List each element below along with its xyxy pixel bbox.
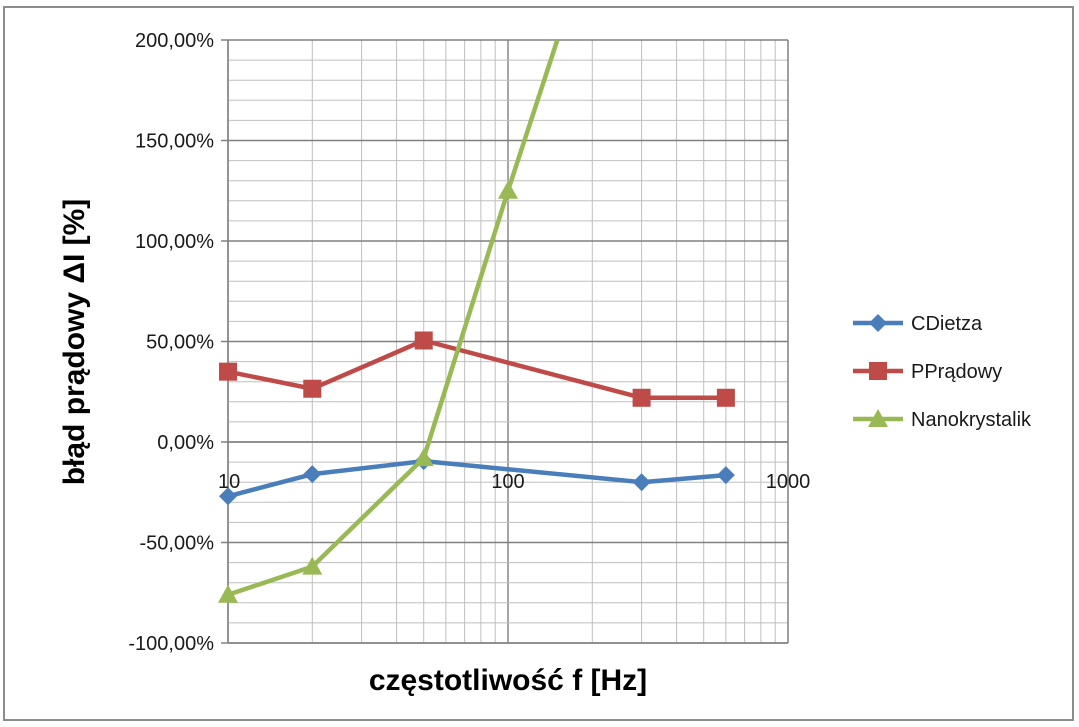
- data-point: [716, 388, 735, 407]
- legend-item: PPrądowy: [853, 361, 1002, 383]
- legend-item: CDietza: [853, 313, 983, 335]
- legend-item: Nanokrystalik: [853, 409, 1032, 431]
- x-tick-label: 10: [218, 471, 240, 493]
- axes: [221, 39, 789, 644]
- data-point: [632, 473, 651, 492]
- data-point: [303, 465, 322, 484]
- y-tick-label: 100,00%: [135, 231, 214, 253]
- x-tick-label: 1000: [766, 471, 811, 493]
- data-point: [498, 180, 518, 199]
- y-tick-label: 0,00%: [157, 432, 214, 454]
- data-point: [302, 556, 323, 575]
- data-point: [632, 388, 651, 407]
- x-axis-title: częstotliwość f [Hz]: [369, 664, 647, 697]
- data-point: [413, 448, 434, 467]
- data-point: [414, 331, 433, 350]
- x-tick-labels: 10 100 1000: [218, 471, 810, 493]
- y-tick-label: 50,00%: [146, 332, 214, 354]
- series-ppra-dowy: [219, 331, 735, 407]
- data-point: [218, 584, 238, 603]
- y-tick-label: -50,00%: [140, 533, 215, 555]
- series-nanokrystalik: [218, 40, 560, 603]
- series-cdietza: [219, 452, 735, 506]
- y-tick-labels: -100,00% -50,00% 0,00% 50,00% 100,00% 150,00%…: [128, 30, 214, 655]
- data-point: [303, 379, 322, 398]
- legend-marker: [868, 409, 888, 427]
- legend-marker: [869, 314, 887, 332]
- y-tick-label: -100,00%: [128, 633, 214, 655]
- x-tick-label: 100: [491, 471, 524, 493]
- series-line: [227, 458, 727, 499]
- y-tick-label: 200,00%: [135, 30, 214, 52]
- series-line: [227, 338, 726, 401]
- legend-label: CDietza: [911, 313, 983, 335]
- grid: [227, 39, 788, 644]
- y-axis-title: błąd prądowy ΔI [%]: [58, 199, 91, 486]
- legend-label: Nanokrystalik: [911, 409, 1032, 431]
- data-point: [219, 487, 237, 506]
- series-layer: [218, 40, 735, 603]
- legend-marker: [869, 362, 887, 380]
- legend-label: PPrądowy: [911, 361, 1002, 383]
- y-tick-label: 150,00%: [135, 131, 214, 153]
- chart-frame: [3, 6, 1074, 721]
- legend: CDietza PPrądowy Nanokrystalik: [853, 313, 1032, 431]
- data-point: [219, 362, 237, 381]
- data-point: [716, 466, 735, 485]
